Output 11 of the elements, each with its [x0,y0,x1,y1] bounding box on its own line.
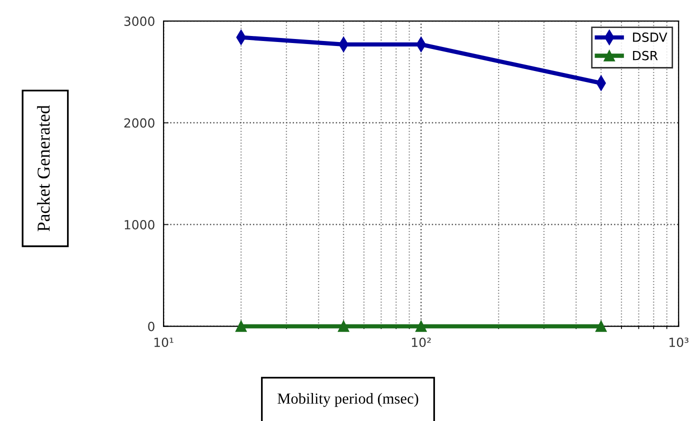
y-tick-label: 0 [148,322,154,332]
legend-label: DSR [633,50,658,60]
y-tick-label: 3000 [124,16,154,26]
y-tick-label: 1000 [124,220,154,230]
x-tick-label: 10² [412,338,431,348]
y-axis-title: Packet Generated [37,105,50,232]
x-axis-title: Mobility period (msec) [278,393,418,407]
y-tick-label: 2000 [124,118,154,128]
x-tick-label: 10¹ [154,338,174,348]
x-tick-label: 10³ [670,338,688,348]
legend-label: DSDV [633,32,668,42]
